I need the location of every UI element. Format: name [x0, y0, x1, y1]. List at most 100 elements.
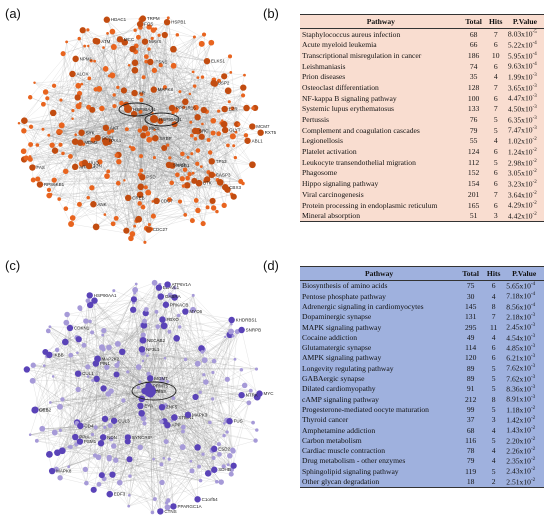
cell-total: 89 [466, 363, 475, 373]
network-edge [63, 27, 141, 54]
network-edge [139, 42, 212, 114]
network-edge [68, 289, 136, 447]
network-edge [77, 97, 225, 110]
network-edge [96, 330, 104, 381]
network-edge [118, 153, 192, 156]
network-node [197, 464, 201, 469]
network-edge [135, 282, 155, 291]
network-node [241, 181, 245, 186]
network-node [127, 504, 131, 508]
network-edge [30, 144, 34, 180]
network-node-labeled [48, 467, 56, 475]
network-edge [144, 423, 167, 442]
network-edge [106, 19, 214, 121]
node-label: C1orf54 [202, 497, 219, 502]
network-node [222, 421, 226, 425]
network-node [193, 104, 199, 111]
table-row: Thyroid cancer 37 3 1.42x10-2 [300, 415, 544, 425]
network-node-labeled [99, 434, 107, 441]
network-edge [62, 349, 143, 451]
network-node [210, 130, 216, 136]
network-node [179, 444, 186, 451]
network-node-labeled [182, 308, 189, 315]
network-edge [93, 186, 141, 205]
node-label: HSP90AA1 [94, 293, 117, 298]
network-edge [195, 369, 242, 398]
network-edge [45, 351, 198, 500]
network-node [114, 153, 119, 158]
network-node [49, 401, 52, 404]
network-node [107, 131, 111, 135]
node-label: CBX3 [229, 185, 241, 190]
network-node [196, 76, 200, 79]
network-node [131, 59, 139, 67]
network-node [161, 144, 168, 151]
network-edge [29, 34, 205, 157]
cell-total: 295 [464, 322, 477, 332]
network-node [102, 46, 105, 49]
network-edge [185, 311, 213, 399]
network-node [123, 179, 126, 182]
cell-hits: 4 [491, 425, 496, 435]
network-edge [80, 309, 91, 322]
network-edge [161, 435, 225, 465]
node-label: PIN1 [100, 361, 111, 366]
cell-pvalue: 2.35x10-2 [506, 456, 536, 466]
network-edge [191, 135, 241, 182]
network-edge [217, 145, 234, 180]
network-edge [196, 363, 233, 451]
cell-hits: 4 [493, 72, 498, 82]
table-row: Adrenergic signaling in cardiomyocytes 14… [300, 302, 544, 312]
network-edge [179, 326, 257, 370]
network-edge [168, 454, 220, 501]
cell-hits: 4 [491, 446, 496, 456]
node-label: MAVS [149, 39, 161, 44]
network-node [192, 393, 199, 401]
network-node [54, 347, 60, 353]
network-node [103, 213, 107, 216]
network-edge [60, 99, 73, 111]
cell-total: 154 [467, 179, 480, 189]
network-edge [103, 388, 106, 419]
network-node [74, 442, 79, 447]
network-edge [106, 19, 165, 149]
network-node-labeled [147, 375, 154, 382]
network-edge [161, 374, 204, 408]
network-node [101, 333, 105, 337]
network-node [30, 177, 36, 183]
network-node [108, 436, 114, 442]
network-node [168, 156, 172, 160]
cell-total: 55 [469, 136, 478, 146]
network-edge [127, 379, 228, 438]
network-node [160, 322, 168, 330]
network-edge [58, 318, 232, 452]
network-edge [139, 112, 215, 176]
cell-total: 51 [461, 210, 486, 223]
cell-pathway: Leukocyte transendothelial migration [302, 157, 416, 167]
network-edge [79, 23, 141, 94]
network-node [150, 36, 154, 40]
node-label: MAPK3 [192, 412, 208, 417]
network-edge [98, 423, 225, 485]
network-node [92, 223, 100, 231]
table-row: Mineral absorption 51 3 4.42x10-2 [300, 210, 544, 223]
network-edge [139, 112, 146, 188]
hub-node [144, 385, 156, 397]
network-edge [136, 45, 150, 194]
network-node-labeled [85, 162, 93, 170]
network-edge [108, 347, 151, 395]
network-node [65, 40, 69, 44]
network-edge [48, 84, 82, 190]
header-pathway: Pathway [300, 14, 462, 29]
network-node [111, 443, 117, 449]
table-row: Glutamatergic synapse 114 6 4.85x10-3 [300, 343, 544, 353]
network-edge [45, 351, 151, 392]
network-node-labeled [256, 390, 263, 397]
network-edge [31, 56, 231, 127]
network-edge [173, 464, 229, 507]
network-node-labeled [136, 20, 144, 28]
cell-pvalue: 3.64x10-2 [507, 190, 537, 200]
network-edge [33, 365, 220, 455]
network-edge [112, 130, 253, 165]
table-row: Leishmaniasis 74 6 9.63x10-4 [300, 61, 544, 72]
